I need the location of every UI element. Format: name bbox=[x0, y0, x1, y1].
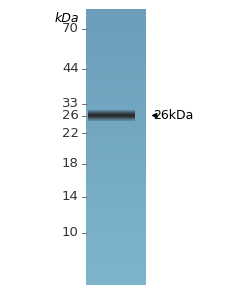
Text: 18: 18 bbox=[62, 157, 79, 170]
Text: 14: 14 bbox=[62, 190, 79, 203]
Text: 22: 22 bbox=[62, 127, 79, 140]
Text: 33: 33 bbox=[62, 97, 79, 110]
Text: kDa: kDa bbox=[54, 12, 79, 25]
Text: 70: 70 bbox=[62, 22, 79, 35]
Text: 26: 26 bbox=[62, 109, 79, 122]
Text: 44: 44 bbox=[62, 62, 79, 76]
Text: 26kDa: 26kDa bbox=[153, 109, 193, 122]
Text: 10: 10 bbox=[62, 226, 79, 239]
